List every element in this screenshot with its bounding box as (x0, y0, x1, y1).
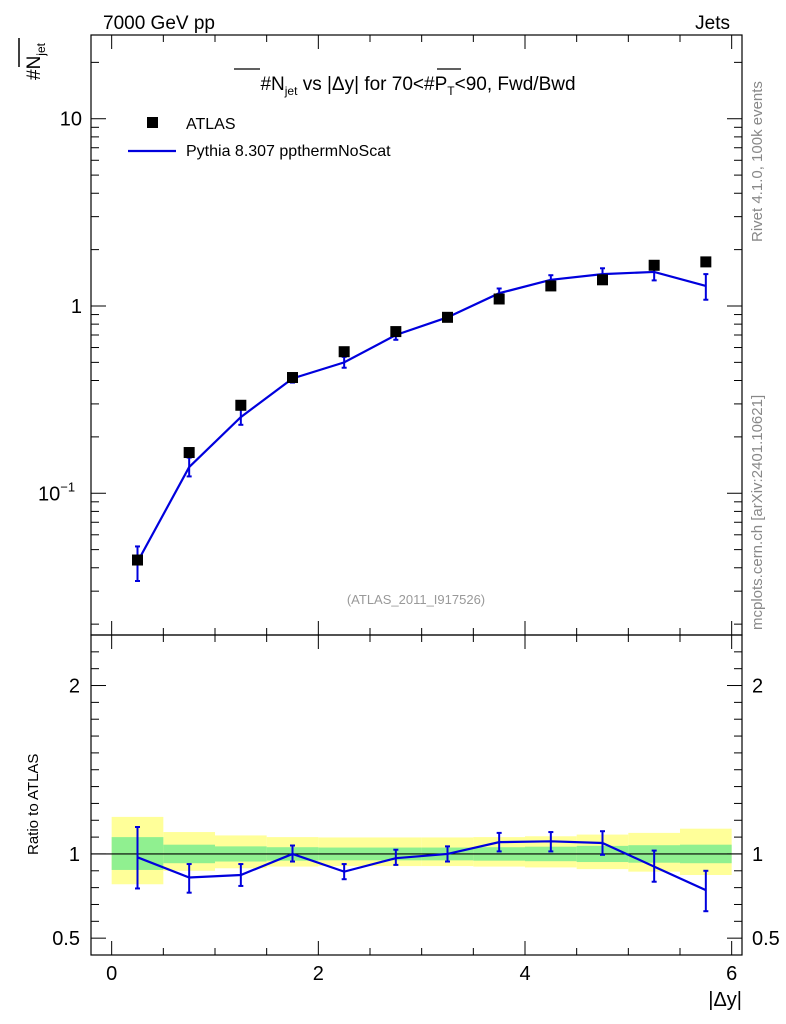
x-tick-label: 4 (519, 963, 530, 985)
ratio-y-axis-label: Ratio to ATLAS (25, 754, 42, 855)
svg-text:#Njet vs |Δy| for 70<#PT<90, F: #Njet vs |Δy| for 70<#PT<90, Fwd/Bwd (260, 74, 575, 98)
ylabel-hash: # (24, 69, 45, 80)
axes (91, 35, 742, 955)
data-point (700, 256, 712, 268)
ratio-y-tick-label: 0.5 (52, 928, 80, 950)
main-mc-series (135, 262, 709, 582)
rivet-version-text: Rivet 4.1.0, 100k events (749, 81, 766, 242)
main-y-tick-base: 10 (38, 483, 60, 505)
data-point (442, 311, 453, 323)
ratio-y-tick-label-right: 2 (752, 676, 763, 698)
x-tick-label: 0 (106, 963, 117, 985)
ratio-uncertainty-bands (91, 816, 742, 885)
main-y-axis-label: #Njet (18, 38, 48, 80)
ratio-y-tick-label: 1 (69, 844, 80, 866)
main-y-tick-exponent: −1 (60, 479, 75, 494)
plot-title: #Njet vs |Δy| for 70<#PT<90, Fwd/Bwd (234, 68, 576, 98)
ratio-y-tick-label: 2 (69, 676, 80, 698)
data-point (338, 346, 350, 358)
title-prefix: # (260, 74, 271, 95)
title-middle: vs |Δy| for 70<# (297, 74, 435, 95)
title-n-sub: jet (284, 84, 298, 98)
svg-text:#Njet: #Njet (24, 42, 48, 80)
x-tick-label: 6 (726, 963, 737, 985)
ylabel-sub: jet (34, 42, 48, 56)
data-point (287, 372, 298, 384)
ratio-y-tick-label-right: 0.5 (752, 928, 780, 950)
data-point (493, 293, 505, 305)
data-point (597, 274, 608, 286)
title-p: P (435, 74, 448, 95)
header-category: Jets (695, 13, 730, 34)
ratio-y-tick-label-right: 1 (752, 844, 763, 866)
ratio-panel-frame (90, 634, 743, 956)
title-suffix: <90, Fwd/Bwd (455, 74, 576, 95)
data-point (183, 447, 195, 459)
mc-line (136, 270, 707, 563)
title-p-sub: T (447, 84, 455, 98)
legend-data-label: ATLAS (186, 116, 236, 133)
data-point (132, 554, 143, 566)
ylabel-n: N (24, 56, 45, 70)
data-point (648, 259, 660, 271)
data-point (235, 399, 247, 411)
analysis-watermark: (ATLAS_2011_I917526) (347, 592, 485, 607)
legend: ATLAS Pythia 8.307 ppthermNoScat (128, 116, 391, 160)
ratio-mc-series (135, 826, 709, 913)
data-point (390, 326, 402, 338)
data-point (545, 280, 557, 292)
main-y-tick-label: 1 (71, 296, 82, 318)
x-axis-label: |Δy| (708, 989, 742, 1011)
main-data-series (132, 256, 712, 566)
legend-data-marker (147, 117, 158, 128)
header-energy: 7000 GeV pp (103, 13, 215, 34)
x-tick-label: 2 (313, 963, 324, 985)
legend-mc-label: Pythia 8.307 ppthermNoScat (186, 143, 391, 160)
ratio-mc-line (137, 840, 707, 892)
mcplots-credit-text: mcplots.cern.ch [arXiv:2401.10621] (749, 395, 766, 630)
title-n: N (271, 74, 285, 95)
main-y-tick-label: 10−1 (38, 479, 75, 505)
main-y-tick-label: 10 (60, 109, 82, 131)
